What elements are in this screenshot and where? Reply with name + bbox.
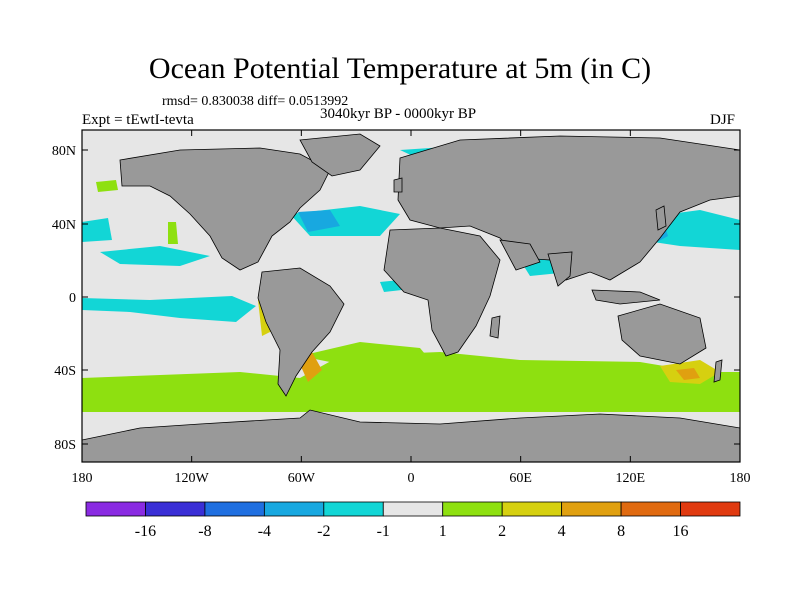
- x-tick-label: 180: [730, 471, 751, 486]
- plot-title: Ocean Potential Temperature at 5m (in C): [148, 52, 652, 85]
- map-area: [82, 130, 740, 462]
- period-label: 3040kyr BP - 0000kyr BP: [320, 106, 477, 122]
- colorbar-label: -8: [198, 523, 211, 540]
- x-axis: 180 120W 60W 0 60E 120E 180: [72, 130, 751, 486]
- land-north-america: [119, 147, 331, 271]
- labrador-warm-patch: [96, 180, 118, 192]
- x-tick-label: 120E: [616, 471, 646, 486]
- colorbar-swatch: [442, 501, 503, 517]
- land-new-zealand: [713, 359, 723, 383]
- land-madagascar: [489, 315, 501, 339]
- gulf-stream-blue-patch: [298, 210, 340, 232]
- colorbar-label: -1: [377, 523, 390, 540]
- colorbar-swatch: [145, 501, 206, 517]
- colorbar-label: 1: [439, 523, 447, 540]
- colorbar-swatch: [85, 501, 146, 517]
- land-australia: [617, 303, 707, 365]
- x-tick-label: 180: [72, 471, 93, 486]
- colorbar-swatch: [501, 501, 563, 517]
- land: [82, 133, 740, 462]
- land-uk: [393, 177, 403, 193]
- x-tick-label: 120W: [175, 471, 210, 486]
- colorbar-swatch: [263, 501, 325, 517]
- land-greenland: [299, 133, 381, 177]
- mid-pacific-warm-patch: [168, 222, 178, 244]
- colorbar-label: 8: [617, 523, 625, 540]
- land-japan: [655, 205, 667, 231]
- colorbar-swatch: [680, 501, 741, 517]
- experiment-label: Expt = tEwtI-tevta: [82, 112, 194, 128]
- south-atlantic-warm-patch: [300, 342, 430, 368]
- colorbar-swatch: [620, 501, 681, 517]
- y-tick-label: 0: [69, 291, 76, 306]
- x-tick-label: 0: [408, 471, 415, 486]
- colorbar: -16 -8 -4 -2 -1 1 2 4 8 16: [85, 501, 741, 540]
- y-tick-label: 80N: [52, 144, 76, 159]
- colorbar-label: -16: [135, 523, 156, 540]
- x-tick-label: 60E: [509, 471, 532, 486]
- colorbar-label: -4: [258, 523, 271, 540]
- y-tick-label: 80S: [54, 438, 76, 453]
- y-tick-label: 40S: [54, 364, 76, 379]
- x-tick-label: 60W: [288, 471, 316, 486]
- north-pacific-cool-patch: [100, 246, 210, 266]
- y-tick-label: 40N: [52, 218, 76, 233]
- land-antarctica: [82, 409, 740, 462]
- land-south-america: [257, 267, 345, 397]
- y-axis: 80N 40N 0 40S 80S: [52, 144, 740, 453]
- colorbar-label: 2: [498, 523, 506, 540]
- equatorial-pacific-cool-band: [82, 296, 256, 322]
- colorbar-swatch: [561, 501, 622, 517]
- land-indonesia: [591, 289, 661, 305]
- colorbar-swatch: [323, 501, 384, 517]
- colorbar-label: 16: [673, 523, 689, 540]
- stats-line: rmsd= 0.830038 diff= 0.0513992: [162, 94, 349, 109]
- land-eurasia: [397, 135, 740, 281]
- colorbar-label: -2: [317, 523, 330, 540]
- colorbar-label: 4: [558, 523, 566, 540]
- colorbar-swatch: [382, 501, 444, 517]
- tasman-orange-patch: [676, 368, 700, 380]
- colorbar-swatch: [204, 501, 265, 517]
- land-arabia: [499, 239, 541, 271]
- southern-ocean-warm-band: [82, 352, 740, 412]
- land-africa: [383, 227, 501, 357]
- land-india: [547, 251, 573, 287]
- season-label: DJF: [710, 112, 736, 128]
- east-pacific-cool-patch: [82, 218, 112, 242]
